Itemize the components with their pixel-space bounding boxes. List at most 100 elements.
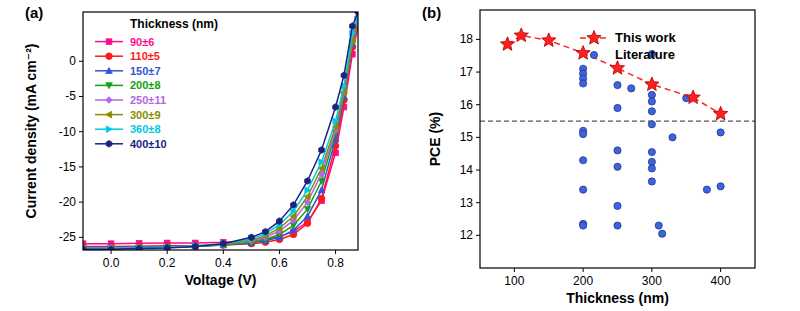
series xyxy=(83,16,358,250)
y-tick-label: -5 xyxy=(65,89,76,103)
data-point xyxy=(614,163,621,170)
x-tick xyxy=(111,250,112,254)
y-tick-label: 17 xyxy=(460,65,474,79)
x-tick xyxy=(335,250,336,254)
legend-key xyxy=(580,31,608,45)
plot-area xyxy=(480,28,755,237)
data-point xyxy=(703,186,710,193)
legend: Thickness (nm)90±6110±5150±7200±8250±113… xyxy=(95,17,218,150)
data-point xyxy=(249,234,255,241)
legend-marker xyxy=(590,51,597,58)
y-axis-label: PCE (%) xyxy=(427,112,443,166)
y-tick-label: 15 xyxy=(460,130,474,144)
series-line xyxy=(508,35,721,113)
data-point xyxy=(717,129,724,136)
data-point xyxy=(341,72,347,79)
legend-label: 360±8 xyxy=(130,123,161,135)
panel-title: (b) xyxy=(422,4,441,21)
data-point xyxy=(610,61,624,75)
data-point xyxy=(305,187,311,194)
legend-key xyxy=(95,53,123,60)
series-line xyxy=(83,19,358,246)
data-point xyxy=(192,243,198,250)
y-tick-label: 12 xyxy=(460,228,474,242)
y-tick-label: 18 xyxy=(460,32,474,46)
data-point xyxy=(108,246,114,250)
series xyxy=(83,16,358,250)
series-line xyxy=(83,19,358,248)
data-point xyxy=(108,245,114,250)
x-tick-label: 0.8 xyxy=(327,256,344,270)
legend-key xyxy=(95,39,123,45)
data-point xyxy=(580,157,587,164)
data-point xyxy=(645,77,659,91)
data-point xyxy=(580,80,587,87)
data-point xyxy=(304,220,311,227)
plot-frame xyxy=(480,10,755,268)
data-point xyxy=(192,243,199,250)
x-tick xyxy=(167,250,168,254)
data-point xyxy=(319,159,325,166)
data-point xyxy=(648,158,655,165)
legend-key xyxy=(95,111,123,118)
data-point xyxy=(614,104,621,111)
data-point xyxy=(164,244,170,250)
x-tick-label: 300 xyxy=(642,274,662,288)
x-tick-label: 100 xyxy=(504,274,524,288)
legend-marker xyxy=(106,126,112,133)
series-line xyxy=(83,19,358,248)
data-point xyxy=(580,222,587,229)
data-point xyxy=(220,241,226,248)
legend-title: Thickness (nm) xyxy=(130,17,218,31)
data-point xyxy=(220,241,227,248)
data-point xyxy=(713,106,727,120)
x-tick-label: 0.2 xyxy=(159,256,176,270)
y-tick-label: 16 xyxy=(460,98,474,112)
series-line xyxy=(83,12,358,249)
legend-marker xyxy=(106,83,113,89)
data-point xyxy=(628,85,635,92)
x-tick-label: 200 xyxy=(573,274,593,288)
data-point xyxy=(165,244,171,250)
legend-marker xyxy=(106,111,112,118)
series xyxy=(83,23,358,246)
data-point xyxy=(319,147,325,154)
data-point xyxy=(648,108,655,115)
data-point xyxy=(304,213,311,219)
data-point xyxy=(576,46,590,60)
reference-line xyxy=(480,120,755,121)
y-tick-label: -20 xyxy=(59,195,77,209)
x-tick-label: 0.0 xyxy=(103,256,120,270)
legend-key xyxy=(95,97,123,104)
legend-key xyxy=(95,126,123,133)
data-point xyxy=(192,242,199,249)
data-point xyxy=(136,245,142,250)
data-point xyxy=(221,240,227,247)
x-tick xyxy=(223,250,224,254)
data-point xyxy=(193,242,199,249)
data-point xyxy=(318,187,325,193)
data-point xyxy=(614,202,621,209)
legend-label: 400±10 xyxy=(130,138,167,150)
y-tick-label: -15 xyxy=(59,160,77,174)
legend-marker xyxy=(106,39,112,45)
data-point xyxy=(648,98,655,105)
data-point xyxy=(648,121,655,128)
data-point xyxy=(717,183,724,190)
data-point xyxy=(648,148,655,155)
legend-label: 110±5 xyxy=(130,50,160,62)
legend-key xyxy=(95,83,123,89)
data-point xyxy=(655,222,662,229)
data-point xyxy=(542,33,556,47)
x-tick xyxy=(279,250,280,254)
data-point xyxy=(164,245,171,250)
y-tick-label: -10 xyxy=(59,125,77,139)
data-point xyxy=(291,202,297,209)
legend-label: Literature xyxy=(615,47,675,62)
y-tick-label: 13 xyxy=(460,196,474,210)
data-point xyxy=(263,228,269,235)
legend-marker xyxy=(587,31,601,45)
legend-label: 300±9 xyxy=(130,109,161,121)
legend-key xyxy=(590,51,597,58)
legend-label: This work xyxy=(615,30,676,45)
